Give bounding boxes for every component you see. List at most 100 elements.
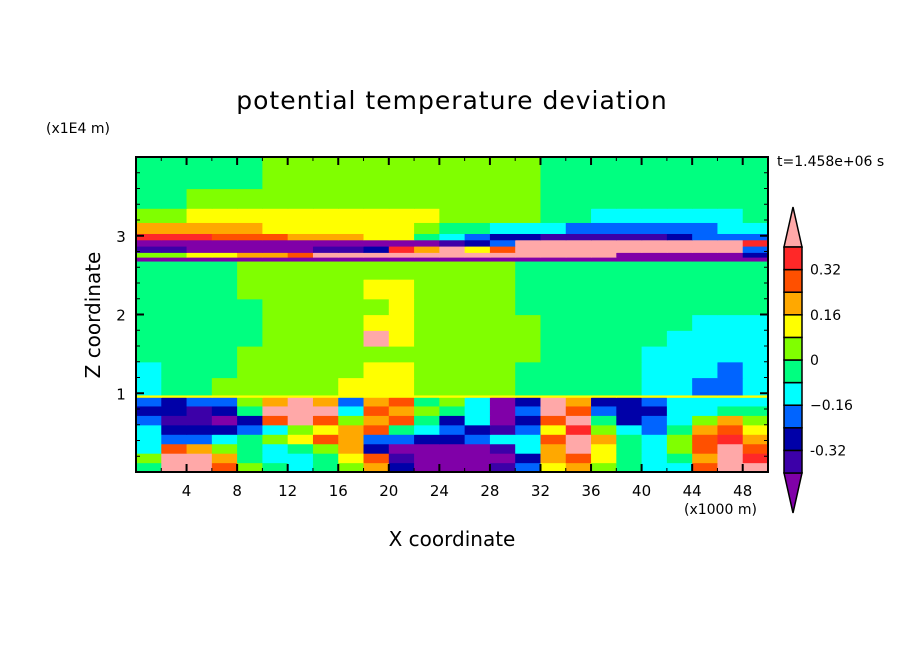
- heatmap-cell: [692, 208, 719, 223]
- heatmap-cell: [464, 405, 491, 416]
- heatmap-cell: [136, 405, 162, 416]
- heatmap-cell: [287, 462, 314, 473]
- heatmap-cell: [717, 239, 744, 247]
- heatmap-cell: [717, 405, 744, 416]
- heatmap-cell: [414, 279, 440, 300]
- heatmap-cell: [591, 394, 617, 398]
- heatmap-cell: [666, 222, 693, 234]
- heatmap-cell: [439, 222, 466, 234]
- heatmap-cell: [363, 453, 390, 464]
- heatmap-cell: [489, 377, 516, 396]
- heatmap-cell: [464, 260, 491, 280]
- heatmap-cell: [161, 314, 188, 331]
- heatmap-cell: [186, 188, 213, 209]
- heatmap-cell: [692, 330, 719, 347]
- heatmap-cell: [489, 346, 516, 363]
- heatmap-cell: [692, 394, 719, 398]
- heatmap-cell: [388, 298, 415, 316]
- heatmap-cell: [287, 346, 314, 363]
- heatmap-cell: [565, 157, 592, 190]
- heatmap-cell: [540, 405, 567, 416]
- heatmap-cell: [666, 245, 693, 253]
- heatmap-cell: [565, 222, 592, 234]
- heatmap-cell: [161, 239, 188, 247]
- time-label: t=1.458e+06 s: [777, 154, 885, 170]
- heatmap-cell: [616, 361, 643, 379]
- heatmap-cell: [565, 260, 592, 280]
- x-tick-label: 48: [733, 482, 752, 500]
- heatmap-cell: [262, 279, 289, 300]
- heatmap-cell: [211, 361, 238, 379]
- heatmap-cell: [717, 157, 744, 190]
- heatmap-cell: [363, 222, 390, 234]
- heatmap-cell: [338, 346, 365, 363]
- heatmap-cell: [161, 222, 188, 234]
- heatmap-cell: [186, 453, 213, 464]
- heatmap-cell: [312, 405, 339, 416]
- heatmap-cell: [591, 443, 617, 454]
- heatmap-cell: [363, 314, 390, 331]
- heatmap-cell: [161, 453, 188, 464]
- heatmap-cell: [312, 260, 339, 280]
- heatmap-cell: [540, 298, 567, 316]
- x-tick-label: 40: [632, 482, 651, 500]
- heatmap-cell: [666, 405, 693, 416]
- heatmap-cell: [363, 279, 390, 300]
- heatmap-cell: [489, 260, 516, 280]
- chart-title: potential temperature deviation: [236, 86, 668, 115]
- heatmap-cell: [489, 405, 516, 416]
- heatmap-cell: [161, 257, 188, 262]
- heatmap-cell: [211, 239, 238, 247]
- heatmap-cell: [439, 346, 466, 363]
- heatmap-cell: [414, 157, 440, 190]
- heatmap-cell: [161, 415, 188, 426]
- heatmap-cell: [464, 443, 491, 454]
- heatmap-cell: [666, 298, 693, 316]
- heatmap-cell: [414, 462, 440, 473]
- heatmap-cell: [439, 443, 466, 454]
- heatmap-cell: [591, 279, 617, 300]
- heatmap-cell: [338, 397, 365, 407]
- heatmap-cell: [287, 443, 314, 454]
- heatmap-cell: [515, 298, 542, 316]
- heatmap-cell: [211, 397, 238, 407]
- heatmap-cell: [641, 443, 668, 454]
- heatmap-cell: [237, 443, 263, 454]
- heatmap-cell: [136, 415, 162, 426]
- heatmap-cell: [211, 424, 238, 435]
- heatmap-cell: [742, 222, 769, 234]
- heatmap-cell: [388, 394, 415, 398]
- heatmap-cell: [565, 188, 592, 209]
- heatmap-cell: [136, 260, 162, 280]
- heatmap-cell: [161, 298, 188, 316]
- heatmap-cell: [388, 377, 415, 396]
- x-tick-label: 24: [430, 482, 449, 500]
- x-unit-label: (x1000 m): [684, 502, 757, 518]
- heatmap-cell: [186, 434, 213, 445]
- heatmap-cell: [338, 314, 365, 331]
- heatmap-cell: [489, 252, 516, 258]
- heatmap-cell: [666, 443, 693, 454]
- heatmap-cell: [388, 443, 415, 454]
- colorbar-box: [783, 268, 803, 293]
- heatmap-cell: [616, 443, 643, 454]
- heatmap-cell: [540, 257, 567, 262]
- heatmap-cell: [591, 233, 617, 241]
- heatmap-cell: [338, 298, 365, 316]
- heatmap-cell: [186, 443, 213, 454]
- heatmap-cell: [591, 462, 617, 473]
- heatmap-cell: [186, 314, 213, 331]
- heatmap-cell: [388, 453, 415, 464]
- heatmap-cell: [616, 453, 643, 464]
- heatmap-cell: [312, 415, 339, 426]
- heatmap-cell: [641, 314, 668, 331]
- heatmap-cell: [565, 208, 592, 223]
- heatmap-cell: [186, 298, 213, 316]
- heatmap-cell: [136, 245, 162, 253]
- heatmap-cell: [414, 260, 440, 280]
- heatmap-cell: [338, 260, 365, 280]
- heatmap-cell: [565, 424, 592, 435]
- heatmap-cell: [717, 462, 744, 473]
- colorbar-box: [783, 427, 803, 452]
